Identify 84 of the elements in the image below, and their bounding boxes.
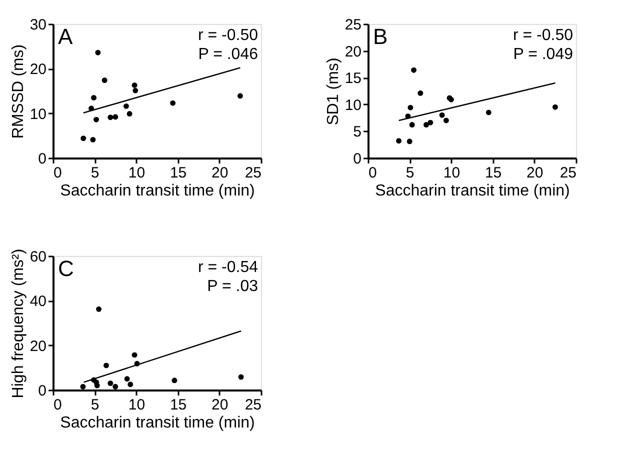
y-tick-label: 20 — [30, 338, 46, 355]
point — [126, 111, 132, 117]
annotation: P = .03 — [207, 278, 258, 295]
x-tick-label: 5 — [90, 396, 100, 414]
point — [409, 122, 415, 128]
point — [132, 352, 138, 358]
y-tick-label: 30 — [30, 16, 46, 34]
y-tick-label: 20 — [344, 43, 362, 60]
point — [112, 114, 118, 120]
annotation: C — [58, 256, 74, 281]
y-axis-title: RMSSD (ms) — [10, 44, 27, 139]
x-tick-label: 10 — [443, 164, 460, 182]
annotation: r = -0.50 — [198, 27, 258, 44]
x-axis-title: Saccharin transit time (min) — [60, 182, 255, 200]
point — [408, 104, 414, 110]
x-tick-label: 0 — [54, 164, 62, 182]
point — [94, 382, 100, 388]
y-tick-label: 40 — [30, 293, 46, 310]
y-axis-title: SD1 (ms) — [324, 58, 342, 126]
x-tick-label: 25 — [560, 164, 576, 182]
point — [91, 94, 97, 100]
point — [108, 380, 114, 386]
y-tick-label: 0 — [38, 382, 46, 400]
y-tick-label: 5 — [353, 124, 362, 141]
x-tick-label: 15 — [170, 164, 187, 182]
point — [172, 378, 178, 384]
y-tick-label: 25 — [344, 16, 362, 34]
point — [411, 67, 416, 73]
x-tick-label: 5 — [406, 164, 414, 182]
y-tick-label: 0 — [353, 150, 362, 168]
point — [418, 90, 424, 96]
y-tick-label: 20 — [30, 61, 46, 78]
annotation: B — [373, 24, 388, 49]
point — [94, 116, 100, 122]
point — [124, 376, 130, 382]
x-tick-label: 15 — [170, 396, 187, 414]
point — [428, 120, 434, 126]
x-tick-label: 10 — [128, 396, 146, 414]
point — [112, 384, 118, 390]
point — [552, 104, 558, 110]
annotation: r = -0.54 — [198, 259, 258, 276]
x-axis-title: Saccharin transit time (min) — [60, 414, 255, 432]
point — [396, 138, 402, 144]
x-tick-label: 15 — [484, 164, 502, 182]
y-tick-label: 60 — [30, 248, 46, 266]
point — [170, 100, 176, 106]
point — [108, 114, 114, 120]
point — [123, 103, 129, 109]
point — [424, 122, 429, 128]
x-axis-title: Saccharin transit time (min) — [375, 182, 570, 200]
point — [96, 306, 102, 312]
point — [132, 82, 138, 88]
point — [443, 118, 449, 124]
x-tick-label: 0 — [54, 396, 62, 414]
x-tick-label: 0 — [368, 164, 377, 182]
x-tick-label: 10 — [128, 164, 146, 182]
y-axis-title: High frequency (ms²) — [10, 248, 27, 398]
annotation: P = .046 — [198, 46, 258, 63]
annotation: A — [58, 24, 73, 49]
point — [406, 138, 412, 144]
x-tick-label: 20 — [212, 396, 228, 414]
x-tick-label: 25 — [244, 396, 262, 414]
x-tick-label: 5 — [90, 164, 100, 182]
x-tick-label: 20 — [212, 164, 228, 182]
annotation: r = -0.50 — [512, 27, 574, 44]
point — [237, 93, 243, 99]
y-tick-label: 10 — [30, 106, 46, 123]
y-tick-label: 15 — [344, 70, 362, 88]
point — [80, 136, 86, 142]
y-tick-label: 0 — [38, 150, 46, 168]
point — [80, 384, 86, 390]
point — [128, 382, 134, 388]
x-tick-label: 25 — [244, 164, 262, 182]
point — [102, 78, 108, 84]
point — [90, 136, 96, 142]
point — [439, 112, 445, 118]
annotation: P = .049 — [513, 46, 574, 63]
y-tick-label: 10 — [344, 96, 362, 114]
x-tick-label: 20 — [526, 164, 544, 182]
point — [104, 362, 109, 368]
point — [132, 88, 138, 94]
point — [486, 110, 492, 116]
point — [238, 374, 244, 380]
point — [95, 50, 101, 56]
